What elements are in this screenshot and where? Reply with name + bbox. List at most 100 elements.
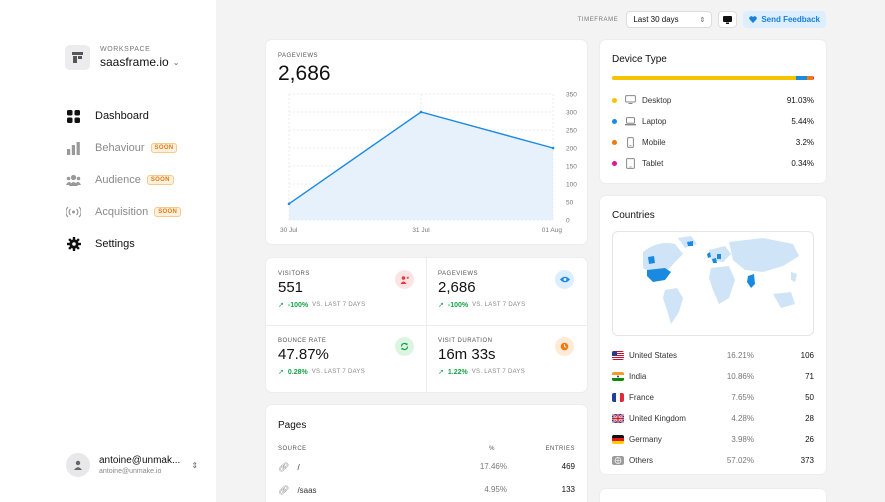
x-tick-label: 30 Jul [280,227,298,234]
nav-label-acquisition: Acquisition [95,206,149,218]
device-type-card: Device Type Desktop 91.03% Laptop 5.44% Mobi… [600,40,826,183]
mobile-icon [625,136,636,148]
trend-up-icon: ↗ [438,369,444,376]
secondary-card [600,489,826,502]
user-plus-icon [395,270,414,289]
device-share-segment [795,76,807,80]
trend-up-icon: ↗ [278,369,284,376]
country-count: 50 [805,393,814,402]
flag-in-icon [612,372,624,381]
device-name: Tablet [642,158,664,168]
col-entries: ENTRIES [545,446,575,452]
device-name: Desktop [642,95,672,105]
soon-badge: SOON [146,175,174,185]
send-feedback-label: Send Feedback [761,15,820,24]
table-row[interactable]: 🔗︎ / 17.46% 469 [278,462,575,474]
heart-icon [749,16,758,23]
stat-visitors: VISITORS 551 ↗ -100% VS. LAST 7 DAYS [266,258,426,325]
stat-delta: -100% [447,301,469,309]
pages-card: Pages SOURCE % ENTRIES 🔗︎ / 17.46% 469 🔗… [266,405,587,502]
broadcast-icon [66,205,81,220]
country-row[interactable]: India 10.86% 71 [612,371,814,383]
x-tick-label: 01 Aug [542,227,563,234]
country-row[interactable]: United Kingdom 4.28% 28 [612,413,814,425]
trend-up-icon: ↗ [278,302,284,309]
stat-delta: 1.22% [447,368,468,376]
country-row[interactable]: Others 57.02% 373 [612,455,814,467]
stat-value: 47.87% [278,346,329,363]
stat-label: BOUNCE RATE [278,338,327,344]
monitor-icon [625,95,636,106]
device-name: Laptop [642,116,667,126]
clock-icon [555,337,574,356]
send-feedback-button[interactable]: Send Feedback [743,11,826,28]
stat-comparison: VS. LAST 7 DAYS [471,369,526,375]
y-tick-label: 50 [566,200,574,207]
country-count: 106 [800,351,814,360]
nav-item-dashboard[interactable]: Dashboard [66,100,181,132]
flag-fr-icon [612,393,624,402]
device-row[interactable]: Laptop 5.44% [612,115,814,127]
nav-label-dashboard: Dashboard [95,110,149,122]
legend-dot [612,118,617,124]
user-email: antoine@unmake.io [99,468,162,475]
link-icon: 🔗︎ [278,485,290,495]
stats-card: VISITORS 551 ↗ -100% VS. LAST 7 DAYS PAG… [266,258,587,392]
chevron-up-down-icon: ⇕ [699,16,706,24]
main-nav: Dashboard Behaviour SOON Audience SOON A… [66,100,182,260]
device-row[interactable]: Tablet 0.34% [612,157,814,169]
country-pct: 7.65% [731,393,754,402]
stat-bounce-rate: BOUNCE RATE 47.87% ↗ 0.28% VS. LAST 7 DA… [266,325,426,392]
y-tick-label: 350 [566,92,577,99]
nav-item-behaviour[interactable]: Behaviour SOON [66,132,181,164]
country-row[interactable]: Germany 3.98% 26 [612,434,814,446]
pageviews-chart[interactable]: 0 50 100 150 200 250 300 350 30 Jul 31 Jul 01 Aug [266,40,587,244]
workspace-label: WORKSPACE [100,46,151,53]
country-pct: 4.28% [731,414,754,423]
user-name: antoine@unmak... [99,455,181,466]
country-row[interactable]: France 7.65% 50 [612,392,814,404]
sidebar: WORKSPACE saasframe.io ⌄ Dashboard Behav… [0,0,216,502]
divider [266,325,587,326]
country-pct: 57.02% [726,456,754,465]
nav-item-settings[interactable]: Settings [66,228,181,260]
grid-icon [66,109,81,124]
refresh-icon [395,337,414,356]
link-icon: 🔗︎ [278,462,290,472]
country-name: Germany [629,435,662,444]
country-count: 71 [805,372,814,381]
workspace-switcher[interactable]: WORKSPACE saasframe.io ⌄ [65,45,179,70]
page-entries: 469 [561,462,575,471]
y-tick-label: 100 [566,182,577,189]
nav-label-audience: Audience [95,174,141,186]
country-count: 26 [805,435,814,444]
device-row[interactable]: Desktop 91.03% [612,94,814,106]
stat-value: 16m 33s [438,346,496,363]
world-map[interactable] [612,231,814,336]
country-row[interactable]: United States 16.21% 106 [612,350,814,362]
soon-badge: SOON [150,143,178,153]
pageviews-value: 2,686 [278,62,331,85]
soon-badge: SOON [154,207,182,217]
y-tick-label: 150 [566,164,577,171]
legend-dot [612,139,617,145]
tablet-icon [625,157,636,169]
data-point [551,146,555,150]
table-row[interactable]: 🔗︎ /saas 4.95% 133 [278,485,575,497]
eye-icon [555,270,574,289]
country-name: India [629,372,647,381]
stat-comparison: VS. LAST 7 DAYS [312,302,366,308]
device-value: 3.2% [795,137,814,147]
stat-delta: 0.28% [287,368,308,376]
nav-item-audience[interactable]: Audience SOON [66,164,181,196]
country-pct: 10.86% [726,372,754,381]
nav-item-acquisition[interactable]: Acquisition SOON [66,196,182,228]
series-area [289,112,553,220]
device-row[interactable]: Mobile 3.2% [612,136,814,148]
display-toggle-button[interactable] [718,11,738,28]
timeframe-select[interactable]: Last 30 days ⇕ [626,11,713,28]
timeframe-value: Last 30 days [633,15,679,24]
page-source: / [297,463,300,472]
countries-card: Countries United St [600,196,826,474]
user-menu[interactable]: antoine@unmak... antoine@unmake.io ⇕ [66,453,198,477]
